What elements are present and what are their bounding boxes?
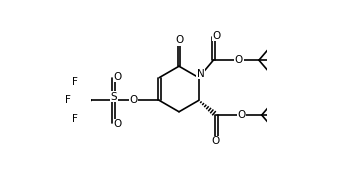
Text: F: F: [72, 114, 78, 124]
Text: O: O: [113, 72, 121, 82]
Text: O: O: [211, 136, 219, 146]
Text: O: O: [212, 31, 221, 41]
Text: S: S: [110, 92, 117, 102]
Text: F: F: [65, 95, 71, 105]
Text: O: O: [129, 95, 137, 105]
Text: O: O: [175, 35, 183, 45]
Text: N: N: [197, 69, 205, 79]
Text: O: O: [113, 119, 121, 129]
Text: F: F: [72, 77, 78, 87]
Text: O: O: [235, 55, 243, 65]
Text: O: O: [238, 110, 246, 120]
